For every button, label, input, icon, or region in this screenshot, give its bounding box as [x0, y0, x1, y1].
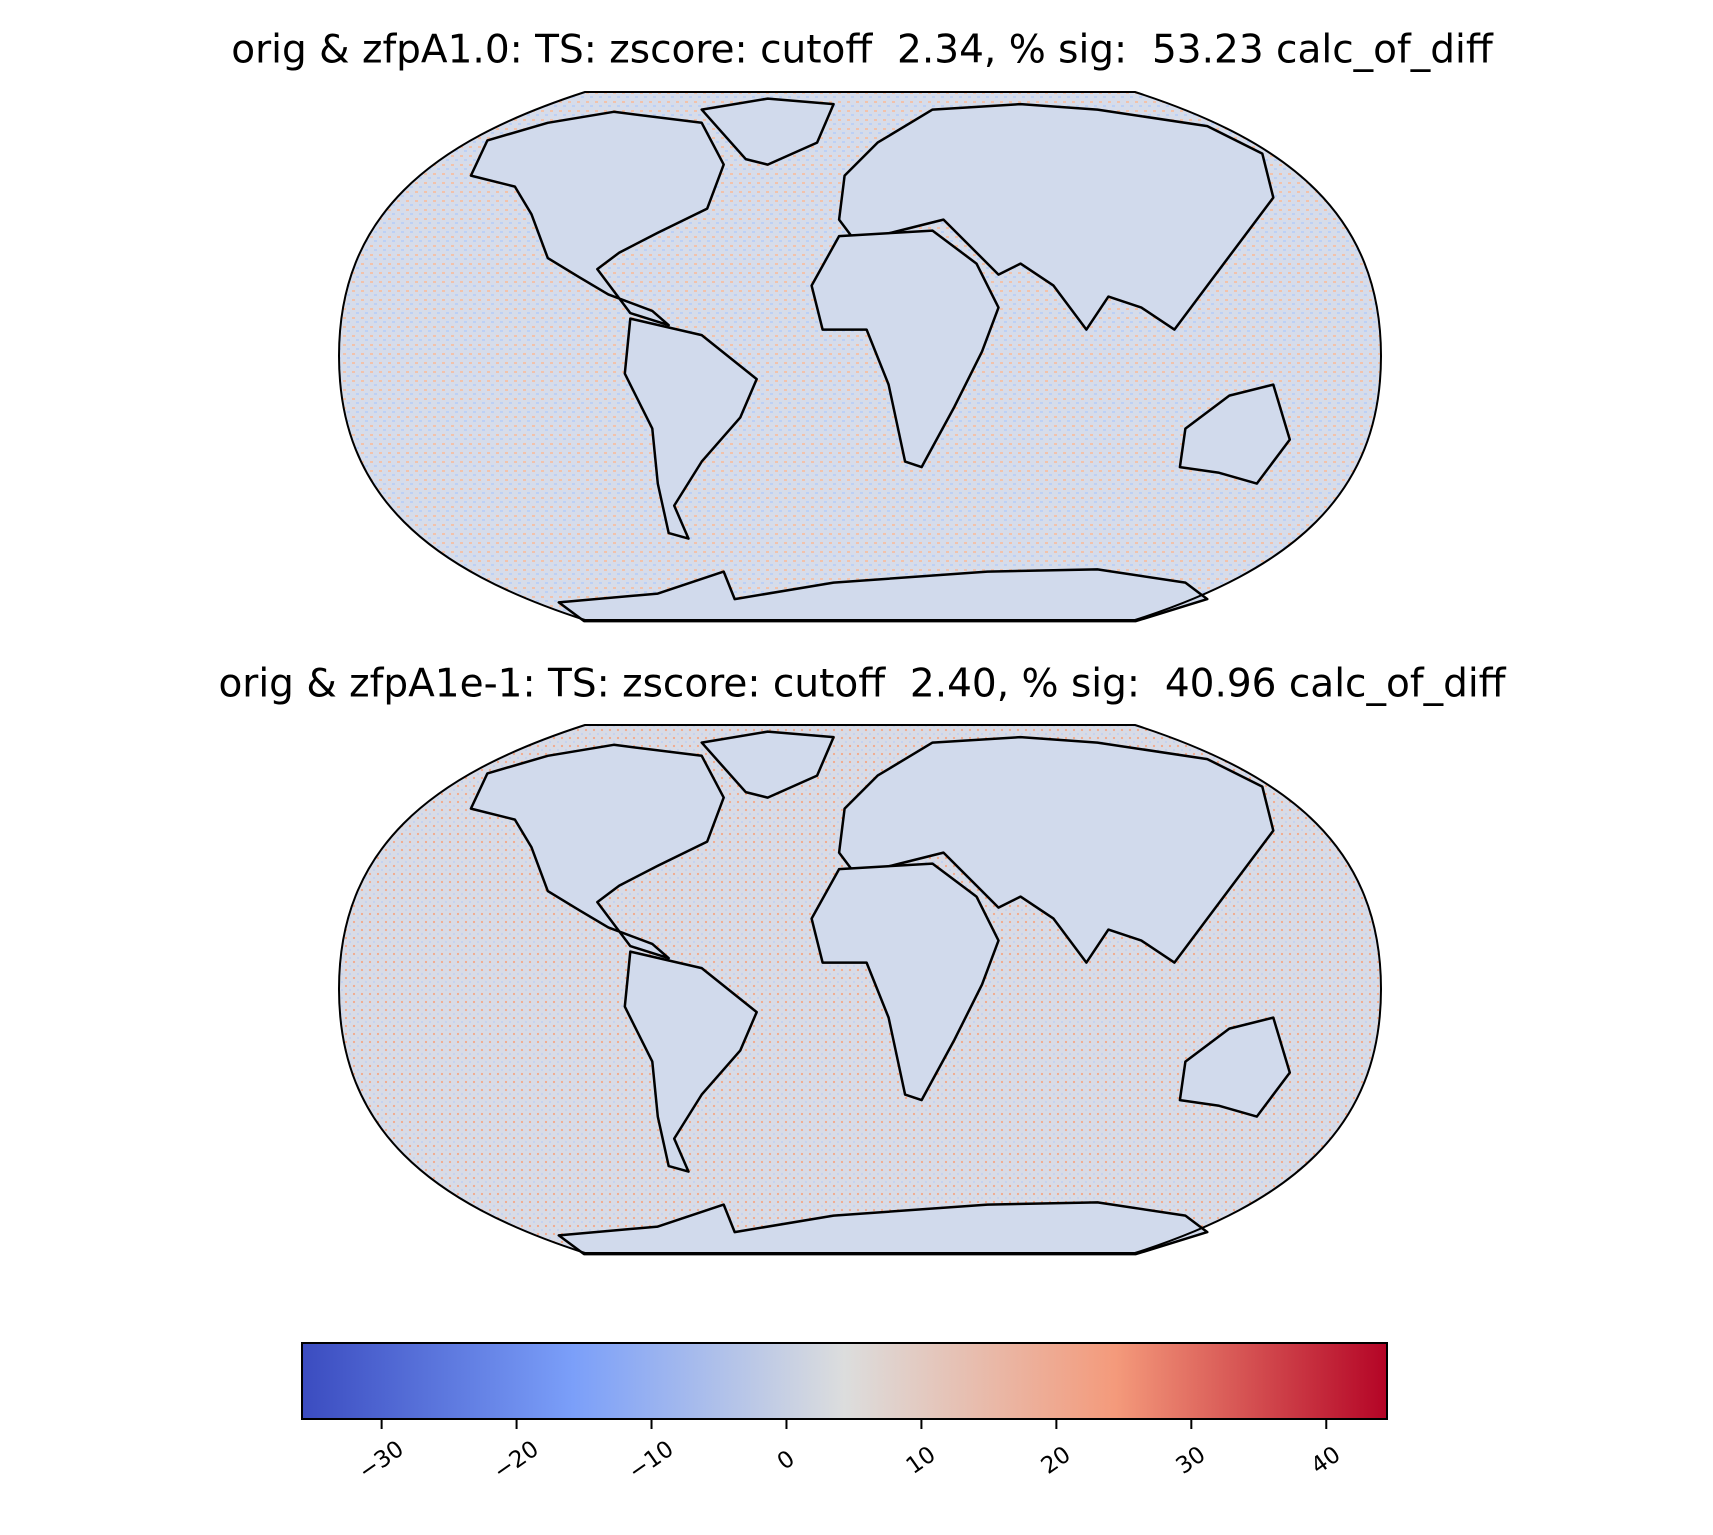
- tick-label: 20: [1037, 1442, 1076, 1480]
- coastline: [469, 743, 725, 960]
- tick-label: 10: [902, 1442, 941, 1480]
- map-border: [337, 91, 1383, 621]
- panel-title: orig & zfpA1e-1: TS: zscore: cutoff 2.40…: [218, 662, 1506, 707]
- tick-label: 40: [1307, 1442, 1346, 1480]
- coastline: [837, 735, 1275, 964]
- tick-label: 30: [1172, 1442, 1211, 1480]
- tick-label: −10: [624, 1436, 679, 1485]
- colorbar-axis: −30 −20 −10 0 10 20 30 40: [354, 1419, 1345, 1485]
- tick-label: 0: [773, 1446, 800, 1476]
- coastline: [623, 317, 758, 540]
- coastline: [557, 568, 1209, 623]
- tick-label: −20: [489, 1436, 544, 1485]
- map-border: [337, 724, 1383, 1254]
- coastline: [700, 97, 835, 166]
- coastline: [810, 862, 1000, 1102]
- coastline: [469, 110, 725, 327]
- coastline: [700, 730, 835, 799]
- coastline: [1178, 383, 1292, 485]
- tick-label: −30: [354, 1436, 409, 1485]
- coastline: [1178, 1016, 1292, 1118]
- maps: [337, 91, 1383, 1256]
- colorbar: [301, 1342, 1388, 1420]
- map-panel: [337, 724, 1383, 1256]
- coastline: [623, 950, 758, 1173]
- panel-title: orig & zfpA1.0: TS: zscore: cutoff 2.34,…: [231, 28, 1494, 73]
- map-panel: [337, 91, 1383, 623]
- coastline: [837, 102, 1275, 331]
- coastline: [810, 229, 1000, 469]
- coastline: [557, 1201, 1209, 1256]
